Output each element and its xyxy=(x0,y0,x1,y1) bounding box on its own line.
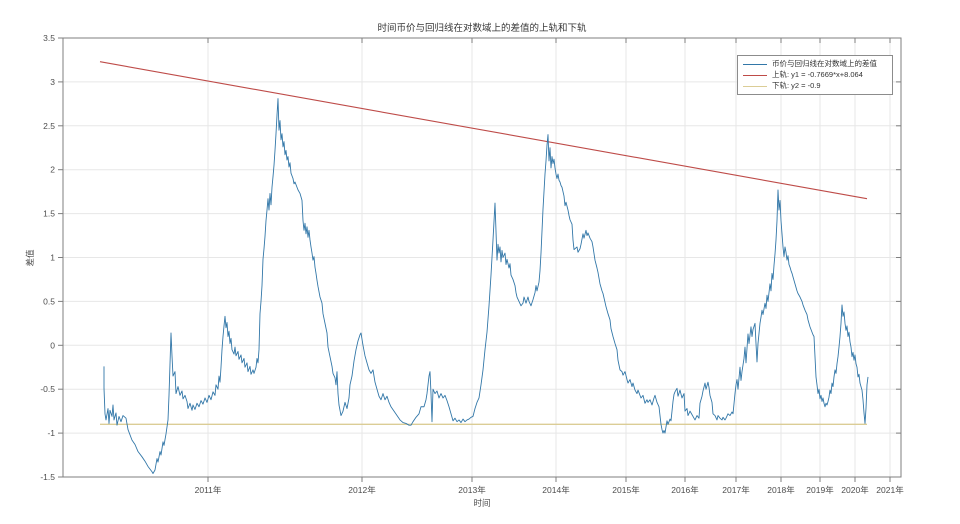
x-tick-label: 2019年 xyxy=(806,485,834,495)
x-tick-label: 2020年 xyxy=(841,485,869,495)
y-tick-label: 2.5 xyxy=(43,121,55,131)
x-tick-label: 2011年 xyxy=(195,485,222,495)
y-tick-label: 1.5 xyxy=(43,209,55,219)
y-tick-label: 0 xyxy=(50,340,55,350)
y-tick-label: -1 xyxy=(47,428,55,438)
legend-line-sample xyxy=(743,74,767,76)
y-tick-label: 3 xyxy=(50,77,55,87)
legend-item-label: 下轨: y2 = -0.9 xyxy=(772,81,821,90)
x-tick-label: 2015年 xyxy=(612,485,640,495)
legend-item: 下轨: y2 = -0.9 xyxy=(743,81,888,91)
axes-frame xyxy=(58,37,902,482)
x-tick-label: 2012年 xyxy=(348,485,376,495)
chart-title: 时间币价与回归线在对数域上的差值的上轨和下轨 xyxy=(377,22,587,34)
x-axis-label: 时间 xyxy=(473,498,490,508)
y-tick-label: 3.5 xyxy=(43,33,55,43)
x-tick-label: 2018年 xyxy=(767,485,795,495)
y-tick-label: -1.5 xyxy=(40,472,55,482)
x-tick-label: 2014年 xyxy=(542,485,570,495)
series-lines xyxy=(99,61,869,474)
y-tick-label: 0.5 xyxy=(43,296,55,306)
legend-item-label: 上轨: y1 = -0.7669*x+8.064 xyxy=(772,70,863,79)
legend-line-sample xyxy=(743,63,767,65)
series-line-0 xyxy=(103,98,869,474)
legend-item: 币价与回归线在对数域上的差值 xyxy=(743,59,888,69)
y-axis-label: 差值 xyxy=(25,249,35,267)
y-tick-label: -0.5 xyxy=(40,384,55,394)
legend-line-sample xyxy=(743,85,767,87)
x-tick-label: 2021年 xyxy=(876,485,904,495)
x-tick-label: 2016年 xyxy=(671,485,699,495)
legend-item-label: 币价与回归线在对数域上的差值 xyxy=(772,59,877,68)
gridlines xyxy=(63,38,901,477)
series-line-1 xyxy=(99,61,868,200)
x-tick-label: 2017年 xyxy=(722,485,750,495)
legend[interactable]: 币价与回归线在对数域上的差值 上轨: y1 = -0.7669*x+8.064 下轨… xyxy=(737,55,893,95)
y-tick-label: 2 xyxy=(50,165,55,175)
x-tick-label: 2013年 xyxy=(458,485,486,495)
y-tick-label: 1 xyxy=(50,253,55,263)
tick-labels: 3.5 3 2.5 2 1.5 1 0.5 0 -0.5 -1 -1.5 2011年 2012年 2013… xyxy=(40,33,904,495)
legend-item: 上轨: y1 = -0.7669*x+8.064 xyxy=(743,70,888,80)
